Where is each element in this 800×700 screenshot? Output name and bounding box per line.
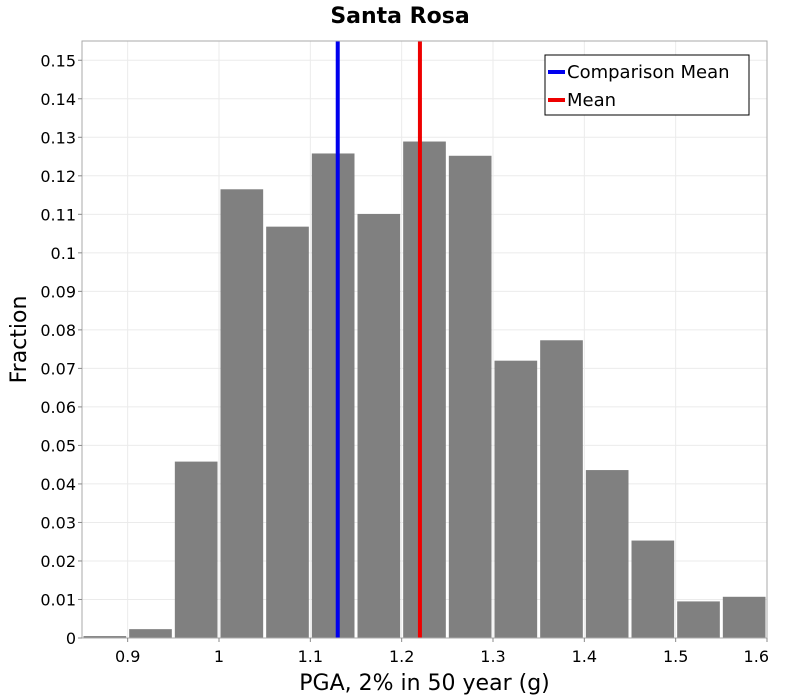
y-axis-label: Fraction xyxy=(7,296,32,384)
histogram-bar xyxy=(677,601,720,638)
y-tick-label: 0.09 xyxy=(40,282,76,301)
bars-group xyxy=(83,141,766,638)
x-axis-ticks: 0.9 1 1.1 1.2 1.3 1.4 1.5 1.6 xyxy=(115,638,769,666)
legend-label: Mean xyxy=(567,90,616,111)
histogram-bar xyxy=(494,360,538,638)
x-tick-label: 1.1 xyxy=(298,647,323,666)
histogram-bar xyxy=(722,596,766,638)
y-tick-label: 0.11 xyxy=(40,205,76,224)
mean-lines-group xyxy=(335,41,422,638)
histogram-bar xyxy=(266,226,309,638)
histogram-bar xyxy=(357,213,401,638)
histogram-bar xyxy=(220,189,264,638)
histogram-bar xyxy=(448,155,492,638)
histogram-bar xyxy=(540,340,583,638)
y-tick-label: 0.06 xyxy=(40,398,76,417)
y-tick-label: 0.14 xyxy=(40,90,76,109)
y-tick-label: 0.01 xyxy=(40,590,76,609)
x-tick-label: 0.9 xyxy=(115,647,140,666)
legend-box xyxy=(544,54,750,116)
y-tick-label: 0.07 xyxy=(40,359,76,378)
x-tick-label: 1 xyxy=(214,647,224,666)
y-axis-ticks: 0 0.01 0.02 0.03 0.04 0.05 0.06 0.07 0.08 0.09 0.1… xyxy=(40,51,82,648)
x-tick-label: 1.2 xyxy=(389,647,414,666)
histogram-bar xyxy=(403,141,446,638)
y-tick-label: 0.1 xyxy=(51,244,76,263)
y-tick-label: 0.03 xyxy=(40,513,76,532)
y-tick-label: 0.12 xyxy=(40,167,76,186)
y-tick-label: 0 xyxy=(66,629,76,648)
histogram-bar xyxy=(585,470,629,638)
y-tick-label: 0.13 xyxy=(40,128,76,147)
y-tick-label: 0.08 xyxy=(40,321,76,340)
histogram-bar xyxy=(631,540,675,638)
plot-frame xyxy=(81,40,768,639)
histogram-bar xyxy=(311,153,355,638)
y-tick-label: 0.15 xyxy=(40,51,76,70)
chart-title: Santa Rosa xyxy=(330,4,469,29)
y-tick-label: 0.04 xyxy=(40,475,76,494)
legend: Comparison Mean Mean xyxy=(544,54,750,116)
y-tick-label: 0.02 xyxy=(40,552,76,571)
histogram-bar xyxy=(129,629,172,638)
legend-label: Comparison Mean xyxy=(567,62,730,83)
x-tick-label: 1.5 xyxy=(663,647,688,666)
x-tick-label: 1.4 xyxy=(572,647,597,666)
x-tick-label: 1.3 xyxy=(480,647,505,666)
x-axis-label: PGA, 2% in 50 year (g) xyxy=(299,671,550,696)
x-tick-label: 1.6 xyxy=(744,647,769,666)
histogram-bar xyxy=(83,636,127,638)
histogram-bar xyxy=(174,461,218,638)
y-tick-label: 0.05 xyxy=(40,436,76,455)
